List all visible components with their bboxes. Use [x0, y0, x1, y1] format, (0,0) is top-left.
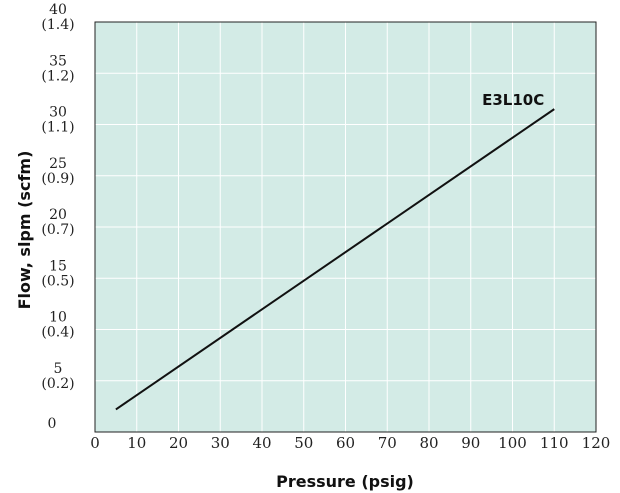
- y-tick-label: 20: [49, 207, 67, 223]
- x-tick-label: 120: [582, 434, 611, 452]
- y-tick-label: 10: [49, 310, 67, 326]
- plot-layer: E3L10C: [94, 21, 597, 433]
- y-tick-label: 40: [49, 2, 67, 18]
- y-tick-label-secondary: (0.2): [41, 376, 74, 392]
- x-tick-label: 100: [498, 434, 527, 452]
- x-tick-label: 10: [127, 434, 146, 452]
- y-tick-label: 25: [49, 156, 67, 172]
- y-tick-label: 15: [49, 258, 67, 274]
- y-axis-title: Flow, slpm (scfm): [15, 151, 34, 310]
- x-axis-title: Pressure (psig): [276, 472, 414, 491]
- y-tick-label-secondary: (1.4): [41, 17, 74, 33]
- y-tick-label-secondary: (0.4): [41, 325, 74, 341]
- y-axis-ticks: 05(0.2)10(0.4)15(0.5)20(0.7)25(0.9)30(1.…: [41, 2, 74, 432]
- y-tick-label: 30: [49, 105, 67, 121]
- x-tick-label: 80: [419, 434, 438, 452]
- x-axis-ticks: 0 10 20 30 40 50 60 70 80 90 100 110 120: [90, 434, 610, 452]
- x-tick-label: 30: [211, 434, 230, 452]
- x-tick-label: 50: [294, 434, 313, 452]
- x-tick-label: 90: [461, 434, 480, 452]
- series-line: [115, 108, 555, 411]
- x-tick-label: 70: [378, 434, 397, 452]
- x-tick-label: 0: [90, 434, 100, 452]
- y-tick-label-secondary: (1.2): [41, 68, 74, 84]
- y-tick-label-secondary: (0.9): [41, 171, 74, 187]
- y-tick-label-secondary: (0.5): [41, 273, 74, 289]
- series-label: E3L10C: [482, 91, 544, 109]
- x-tick-label: 110: [540, 434, 569, 452]
- x-tick-label: 20: [169, 434, 188, 452]
- y-tick-label-secondary: (0.7): [41, 222, 74, 238]
- plot-frame: [94, 21, 597, 433]
- x-tick-label: 60: [336, 434, 355, 452]
- x-tick-label: 40: [252, 434, 271, 452]
- y-tick-label-secondary: (1.1): [41, 120, 74, 136]
- y-tick-label: 5: [54, 361, 63, 377]
- y-tick-label: 35: [49, 53, 67, 69]
- y-tick-label: 0: [48, 416, 57, 432]
